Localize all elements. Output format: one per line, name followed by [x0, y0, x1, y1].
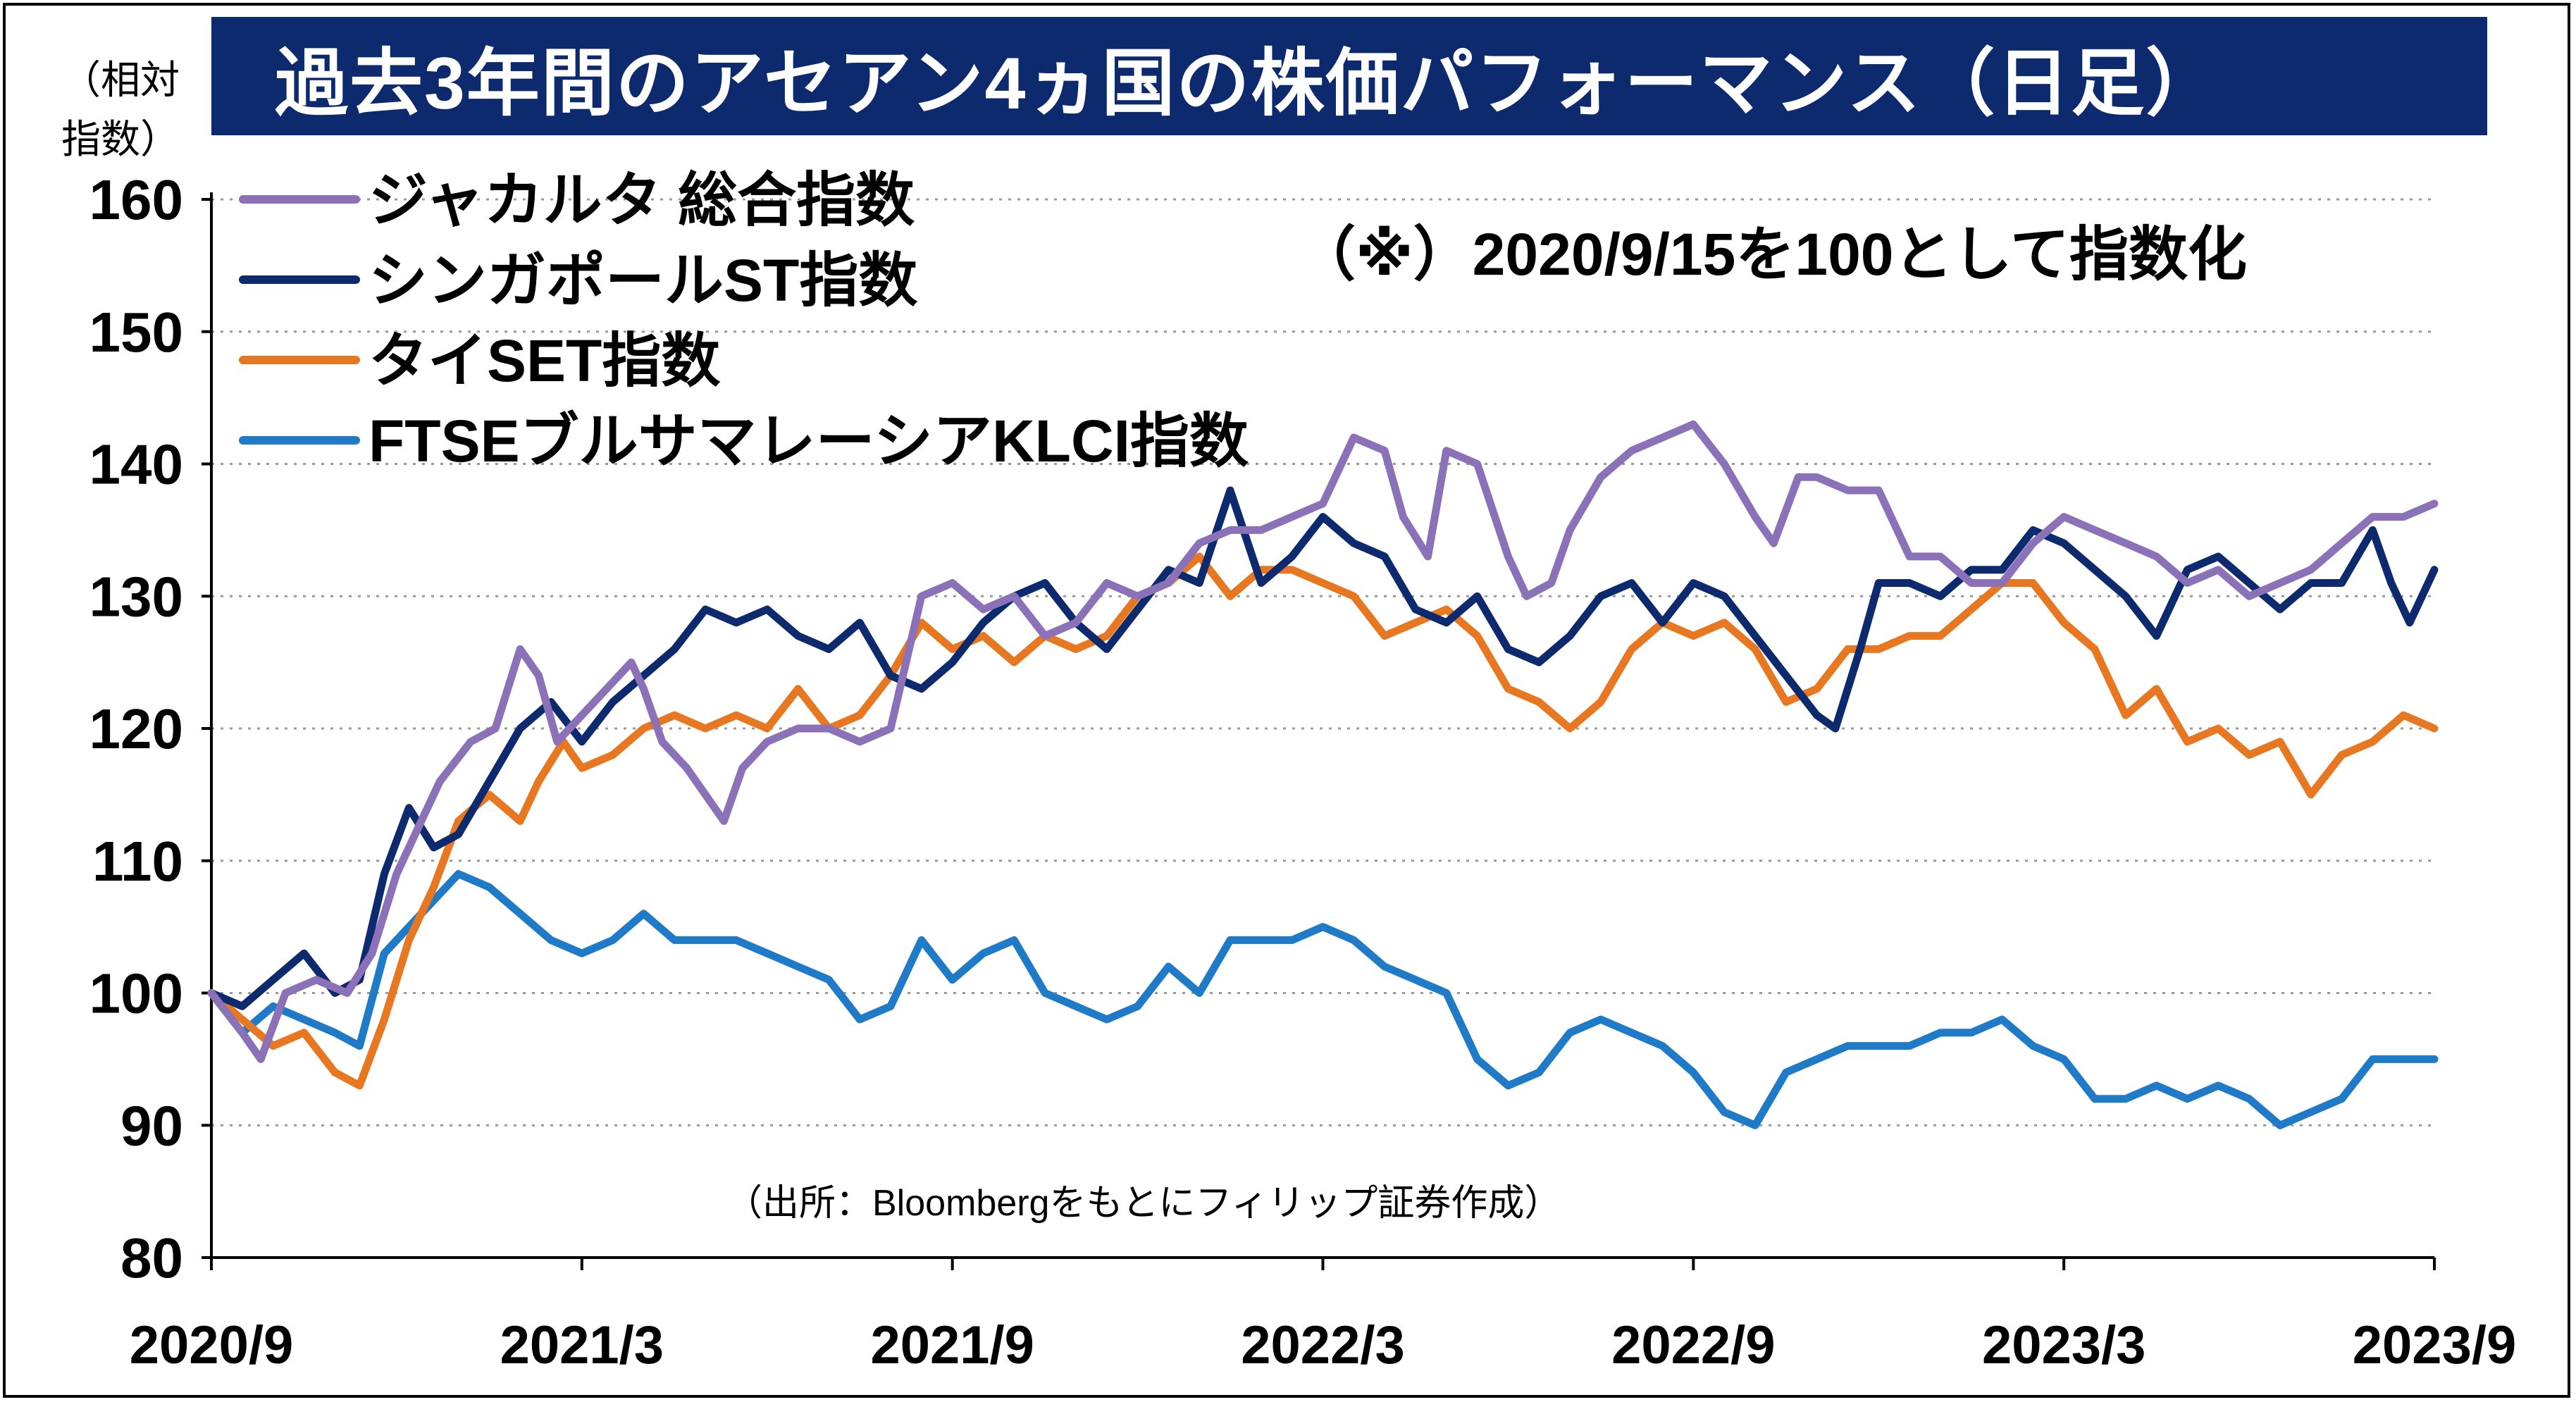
- y-tick-label-140: 140: [89, 433, 183, 496]
- y-tick-label-160: 160: [89, 168, 183, 231]
- y-tick-label-120: 120: [89, 697, 183, 760]
- x-tick-label-5: 2023/3: [1982, 1315, 2145, 1375]
- y-axis-unit-line-1: （相対: [61, 58, 180, 102]
- x-tick-label-2: 2021/9: [870, 1315, 1034, 1375]
- y-axis-unit-line-2: 指数）: [61, 117, 180, 161]
- legend-label-3: FTSEブルサマレーシアKLCI指数: [369, 408, 1249, 474]
- x-tick-labels: 2020/9 2021/3 2021/9 2022/3 2022/9 2023/3 2023…: [130, 1315, 2516, 1375]
- y-axis-unit-label: （相対 指数）: [47, 51, 194, 169]
- index-base-note: （※）2020/9/15を100として指数化: [1296, 221, 2247, 287]
- series-line-2: [207, 552, 2439, 1090]
- x-tick-label-1: 2021/3: [500, 1315, 664, 1375]
- series-line-0: [207, 420, 2439, 1063]
- y-tick-label-110: 110: [92, 830, 183, 893]
- source-note: （出所：Bloombergをもとにフィリップ証券作成）: [726, 1183, 1561, 1224]
- legend-label-0: ジャカルタ 総合指数: [369, 167, 915, 233]
- axes: [202, 192, 2436, 1270]
- series-line-3: [207, 870, 2439, 1129]
- y-tick-label-80: 80: [120, 1227, 183, 1289]
- grid-lines: [211, 198, 2434, 1127]
- y-tick-label-90: 90: [120, 1094, 183, 1157]
- chart-title: 過去3年間のアセアン4ヵ国の株価パフォーマンス（日足）: [211, 17, 2487, 135]
- legend-label-2: タイSET指数: [369, 328, 720, 394]
- y-tick-label-130: 130: [89, 565, 183, 628]
- y-tick-label-150: 150: [89, 301, 183, 364]
- y-tick-label-100: 100: [89, 962, 183, 1025]
- x-tick-label-0: 2020/9: [130, 1315, 293, 1375]
- series-lines: [207, 420, 2439, 1129]
- x-tick-label-6: 2023/9: [2353, 1315, 2516, 1375]
- legend-label-1: シンガポールST指数: [369, 247, 917, 314]
- x-tick-label-3: 2022/3: [1241, 1315, 1404, 1375]
- series-line-1: [207, 486, 2439, 1010]
- y-tick-labels: 80 90 100 110 120 130 140 150 160: [89, 168, 183, 1289]
- x-tick-label-4: 2022/9: [1611, 1315, 1775, 1375]
